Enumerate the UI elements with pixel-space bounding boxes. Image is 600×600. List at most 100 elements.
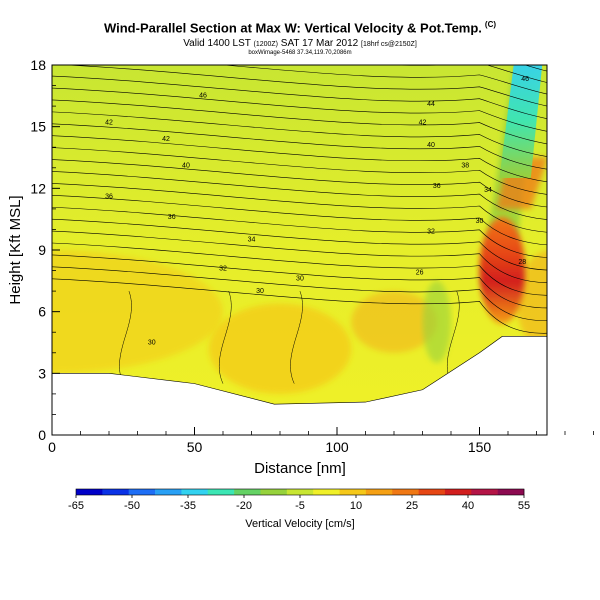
colorbar-swatch xyxy=(234,489,261,495)
contour-label: 28 xyxy=(518,259,526,266)
colorbar-swatch xyxy=(418,489,446,495)
colorbar-swatch xyxy=(339,489,367,495)
chart-subtitle: Valid 1400 LST (1200Z) SAT 17 Mar 2012 [… xyxy=(183,38,417,49)
y-axis: 0 3 6 9 12 15 18 xyxy=(30,57,60,443)
velocity-field xyxy=(52,65,600,394)
colorbar-tick-label: 55 xyxy=(518,500,530,512)
contour-label: 46 xyxy=(521,76,529,83)
contour-label: 40 xyxy=(182,163,190,170)
colorbar-tick-label: -5 xyxy=(295,500,305,512)
colorbar-swatch xyxy=(471,489,498,495)
field-shading xyxy=(351,291,437,353)
contour-label: 42 xyxy=(419,119,427,126)
colorbar-tick-label: 25 xyxy=(406,500,418,512)
colorbar-swatch xyxy=(260,489,288,495)
contour-label: 42 xyxy=(162,136,170,143)
contour-label: 34 xyxy=(484,187,492,194)
field-shading xyxy=(208,303,352,394)
title-mark: (C) xyxy=(484,20,497,29)
colorbar-tick-label: 40 xyxy=(462,500,474,512)
terrain xyxy=(52,336,547,435)
contour-label: 42 xyxy=(105,119,113,126)
velocity-contour xyxy=(290,291,303,384)
updraft-core xyxy=(479,217,526,324)
colorbar-swatch xyxy=(181,489,209,495)
y-tick-label: 0 xyxy=(38,427,46,443)
colorbar-tick-label: 10 xyxy=(350,500,362,512)
colorbar-tick-label: -65 xyxy=(68,500,84,512)
colorbar-swatch xyxy=(497,489,525,495)
x-tick-label: 50 xyxy=(187,439,203,455)
contour-label: 32 xyxy=(219,265,227,272)
contour-label: 30 xyxy=(296,276,304,283)
x-tick-label: 0 xyxy=(48,439,56,455)
theta-contour xyxy=(52,159,547,208)
velocity-contour xyxy=(119,291,132,384)
theta-contour xyxy=(52,75,547,119)
contour-label: 26 xyxy=(416,269,424,276)
theta-contour xyxy=(52,111,547,157)
y-tick-label: 15 xyxy=(30,119,46,135)
velocity-contour xyxy=(546,362,547,370)
theta-contour xyxy=(52,242,547,296)
theta-contour xyxy=(52,87,547,132)
contour-label: 36 xyxy=(168,214,176,221)
theta-contour xyxy=(52,278,547,334)
contour-label: 30 xyxy=(256,288,264,295)
contour-label: 46 xyxy=(199,93,207,100)
colorbar-swatch xyxy=(102,489,130,495)
contour-label: 40 xyxy=(427,142,435,149)
velocity-contour xyxy=(218,291,232,384)
theta-contour xyxy=(52,123,547,170)
contour-labels: 46 42 42 40 36 36 34 32 30 30 30 46 44 42 40 38 36 34 30 32… xyxy=(105,76,529,346)
plot-area: 46 42 42 40 36 36 34 32 30 30 30 46 44 42 40 38 36 34 30 32… xyxy=(52,65,600,435)
theta-contour xyxy=(52,230,547,284)
colorbar-swatch xyxy=(207,489,235,495)
theta-contour xyxy=(61,65,547,107)
contour-label: 38 xyxy=(461,163,469,170)
y-tick-label: 9 xyxy=(38,242,46,258)
theta-contour xyxy=(52,195,547,246)
contour-label: 34 xyxy=(248,237,256,244)
theta-contour xyxy=(52,183,547,233)
contour-label: 30 xyxy=(476,218,484,225)
theta-contour xyxy=(52,147,547,195)
downdraft-plume xyxy=(499,65,543,179)
theta-contour xyxy=(52,254,547,309)
colorbar-title: Vertical Velocity [cm/s] xyxy=(245,518,354,530)
theta-contour xyxy=(52,206,547,258)
contour-label: 36 xyxy=(433,183,441,190)
colorbar-swatch xyxy=(128,489,156,495)
theta-contour xyxy=(220,65,547,95)
contour-label: 32 xyxy=(427,228,435,235)
contour-label: 44 xyxy=(427,101,435,108)
contour-label: 30 xyxy=(148,339,156,346)
y-tick-label: 6 xyxy=(38,304,46,320)
x-tick-label: 150 xyxy=(468,439,492,455)
wave-streak-mid xyxy=(594,65,600,291)
field-shading xyxy=(52,250,223,374)
y-tick-label: 3 xyxy=(38,365,46,381)
field-shading xyxy=(422,280,451,364)
colorbar: -65 -50 -35 -20 -5 10 25 40 55 xyxy=(68,488,530,512)
y-tick-label: 18 xyxy=(30,57,46,73)
theta-contours xyxy=(52,65,547,384)
colorbar-tick-label: -35 xyxy=(180,500,196,512)
colorbar-swatch xyxy=(365,489,393,495)
colorbar-tick-label: -50 xyxy=(124,500,140,512)
theta-contour xyxy=(52,218,547,271)
colorbar-swatch xyxy=(155,489,182,495)
colorbar-swatch xyxy=(76,489,103,495)
chart-title: Wind-Parallel Section at Max W: Vertical… xyxy=(103,20,497,36)
x-axis-title: Distance [nm] xyxy=(254,460,346,477)
chart-credit: boxWimage-5468 37.34,119.70,2086m xyxy=(248,50,352,56)
colorbar-tick-label: -20 xyxy=(236,500,252,512)
theta-contour xyxy=(52,171,547,220)
field-shading xyxy=(579,297,600,346)
theta-contour xyxy=(52,266,547,321)
x-axis: 050100150200250300 xyxy=(48,427,594,455)
y-axis-title: Height [Kft MSL] xyxy=(7,195,24,304)
x-tick-label: 100 xyxy=(325,439,349,455)
colorbar-swatch xyxy=(286,489,314,495)
